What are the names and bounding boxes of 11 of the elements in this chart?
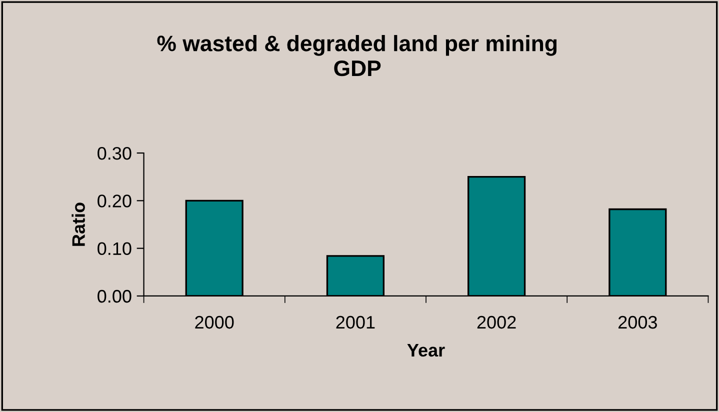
chart-title: % wasted & degraded land per mining GDP — [157, 35, 557, 76]
x-tick-label: 2001 — [336, 316, 375, 329]
y-tick-label: 0.20 — [98, 194, 132, 208]
x-axis-title: Year — [407, 344, 445, 357]
x-tick-label: 2002 — [477, 316, 516, 329]
y-axis-title: Ratio — [72, 202, 85, 246]
y-tick-label: 0.30 — [98, 146, 132, 160]
y-tick-label: 0.10 — [98, 242, 132, 256]
x-tick-label: 2000 — [195, 316, 234, 329]
y-tick-label: 0.00 — [98, 290, 132, 303]
x-tick-label: 2003 — [618, 316, 657, 329]
